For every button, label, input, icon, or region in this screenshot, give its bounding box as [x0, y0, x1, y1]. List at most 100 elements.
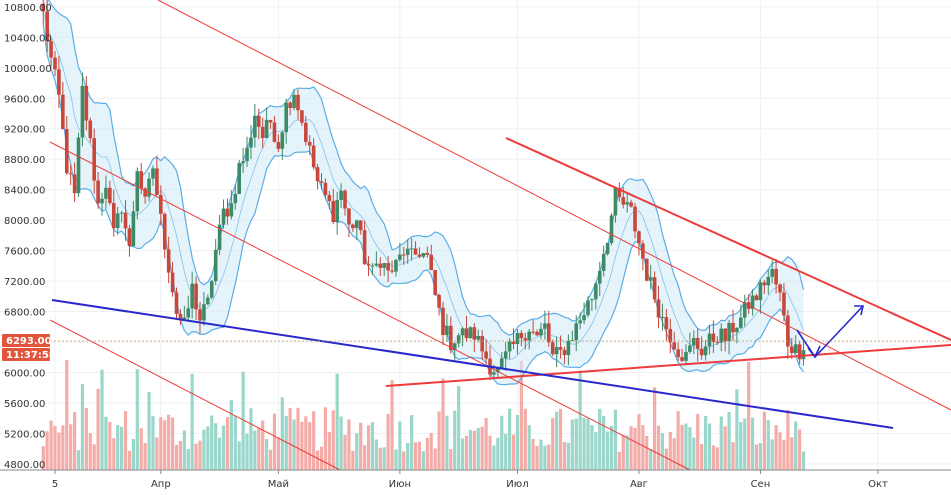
candle-body	[233, 193, 238, 204]
volume-bar	[649, 448, 653, 470]
volume-bar	[496, 437, 500, 470]
x-tick-label-4: Июл	[506, 479, 528, 490]
volume-bar	[186, 449, 190, 470]
candle-body	[609, 215, 614, 243]
volume-bar	[590, 425, 594, 470]
volume-bar	[586, 418, 590, 470]
candle-body	[335, 200, 339, 223]
candle-body	[464, 328, 469, 339]
candle-body	[206, 297, 210, 305]
volume-bar	[472, 430, 476, 470]
candle-body	[445, 325, 449, 335]
candle-body	[672, 342, 677, 350]
y-tick-label-3: 9600.00	[4, 94, 45, 105]
volume-bar	[163, 420, 167, 470]
candle-body	[496, 368, 500, 373]
volume-bar	[398, 421, 402, 470]
candle-body	[652, 277, 657, 300]
candle-body	[288, 102, 292, 109]
candle-body	[648, 277, 653, 281]
candle-body	[425, 253, 430, 255]
candle-body	[162, 213, 167, 250]
candle-body	[96, 180, 100, 204]
volume-bar	[735, 389, 739, 470]
volume-bar	[480, 426, 484, 470]
volume-bar	[441, 378, 445, 470]
candle-body	[750, 295, 755, 309]
volume-bar	[112, 438, 116, 470]
candle-body	[590, 299, 594, 301]
volume-bar	[108, 421, 112, 470]
candle-body	[629, 202, 633, 207]
volume-bar	[57, 432, 61, 470]
volume-bar	[104, 416, 108, 470]
volume-bar	[625, 435, 629, 470]
y-tick-label-5: 8800.00	[4, 155, 45, 166]
candle-body	[511, 341, 516, 345]
x-tick-label-2: Май	[268, 479, 289, 490]
y-tick-label-14: 5200.00	[4, 429, 45, 440]
volume-bar	[688, 427, 692, 470]
volume-bar	[719, 416, 723, 470]
red-support-line	[385, 344, 951, 387]
volume-bar	[257, 428, 261, 470]
volume-bar	[296, 407, 300, 470]
volume-bar	[750, 417, 755, 470]
candle-body	[676, 349, 680, 358]
volume-bar	[531, 438, 535, 470]
volume-bar	[684, 423, 688, 470]
y-tick-label-2: 10000.00	[4, 64, 52, 75]
candle-body	[731, 322, 735, 333]
candle-body	[550, 342, 555, 355]
volume-bar	[151, 416, 155, 470]
volume-bar	[715, 447, 719, 470]
volume-bar	[143, 442, 147, 470]
volume-bar	[492, 445, 496, 470]
candle-body	[527, 331, 532, 341]
candle-body	[323, 182, 328, 196]
y-tick-label-4: 9200.00	[4, 125, 45, 136]
volume-bar	[96, 388, 100, 470]
volume-bar	[417, 441, 422, 470]
volume-bar	[707, 423, 712, 470]
candle-body	[213, 249, 218, 282]
candle-body	[660, 317, 665, 319]
candle-body	[260, 126, 265, 138]
candle-body	[531, 331, 535, 333]
candle-body	[778, 284, 782, 293]
candle-body	[699, 348, 704, 356]
volume-bar	[182, 430, 186, 470]
candle-body	[143, 188, 147, 197]
candle-body	[711, 333, 716, 342]
band-fill	[43, 0, 804, 385]
candle-body	[617, 187, 622, 198]
candle-body	[437, 294, 441, 308]
volume-bar	[41, 446, 45, 470]
candle-body	[680, 357, 684, 361]
volume-bars	[41, 360, 806, 470]
volume-bar	[127, 450, 132, 470]
volume-bar	[116, 425, 120, 470]
volume-bar	[284, 415, 288, 470]
volume-bar	[668, 431, 672, 470]
candle-body	[562, 349, 567, 356]
volume-bar	[488, 435, 492, 470]
volume-bar	[147, 391, 151, 470]
y-tick-label-6: 8400.00	[4, 186, 45, 197]
volume-bar	[535, 445, 539, 470]
candle-body	[692, 338, 696, 346]
candle-body	[49, 41, 53, 58]
candle-body	[797, 344, 802, 360]
candle-body	[793, 344, 798, 354]
candle-body	[519, 332, 524, 339]
y-tick-label-15: 4800.00	[4, 460, 45, 471]
candle-body	[472, 327, 477, 340]
candle-body	[347, 208, 351, 225]
candle-body	[88, 120, 93, 139]
red-channel-lower	[49, 319, 341, 471]
candle-body	[135, 171, 140, 212]
candle-body	[280, 132, 285, 149]
candle-body	[104, 187, 108, 199]
